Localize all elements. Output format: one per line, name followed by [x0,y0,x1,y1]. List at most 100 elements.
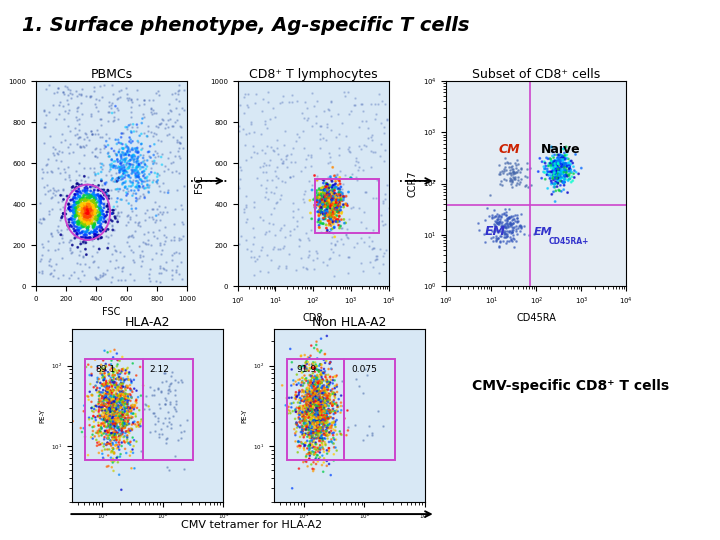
Point [334,427,346,436]
Point [560,170,572,179]
Point [107,206,118,214]
Point [490,233,502,242]
Point [313,429,325,438]
Point [324,393,336,401]
Point [116,394,127,403]
Point [89,231,101,239]
Point [555,170,567,179]
Point [109,428,120,436]
Point [325,387,337,396]
Point [123,394,135,403]
Point [312,395,323,404]
Point [108,392,120,401]
Point [554,168,566,177]
Point [555,174,567,183]
Point [494,220,505,228]
Point [74,211,86,220]
Point [294,363,306,372]
Point [366,147,378,156]
Point [79,184,91,192]
Point [84,209,95,218]
Point [541,168,553,177]
Point [116,403,127,412]
Point [334,179,346,188]
Point [104,219,115,228]
Point [70,210,81,219]
Point [312,402,324,410]
Point [552,157,564,165]
Point [87,210,99,219]
Point [327,218,338,226]
Point [315,197,327,205]
Point [493,218,505,226]
Point [107,370,119,379]
Point [274,245,285,253]
Point [98,204,109,212]
Point [111,396,122,405]
Point [338,201,350,210]
Point [110,405,122,414]
Point [548,157,559,166]
Point [330,192,341,201]
Point [311,376,323,384]
Point [138,96,150,104]
Point [552,168,564,177]
Point [85,215,96,224]
Point [325,203,337,212]
Point [330,199,342,207]
Point [84,212,96,220]
Point [114,157,126,166]
Point [315,206,326,215]
Point [499,205,510,213]
Point [43,210,55,219]
Point [302,430,314,439]
Point [357,267,369,275]
Point [54,215,66,224]
Point [162,188,174,197]
Point [86,130,98,139]
Point [102,394,113,402]
Point [34,218,45,227]
Point [78,222,90,231]
Point [504,166,516,174]
Point [316,373,328,381]
Point [311,422,323,430]
Point [82,200,94,208]
Point [138,172,149,180]
Point [117,170,129,178]
Point [310,196,321,205]
Point [101,266,112,274]
Point [261,160,272,169]
Point [86,371,97,380]
Point [333,395,344,403]
Point [549,159,561,168]
Point [92,215,104,224]
Point [117,264,128,272]
Point [96,410,107,419]
Point [104,347,116,356]
Point [104,416,116,425]
Point [100,400,112,409]
Point [81,210,92,219]
Point [52,198,63,206]
Point [557,154,568,163]
Point [170,400,181,409]
Point [325,227,337,236]
Point [139,160,150,168]
Point [552,153,564,162]
Point [97,356,109,364]
Point [316,409,328,417]
Point [53,163,64,172]
Point [320,427,331,436]
Point [104,383,115,392]
Point [549,164,560,173]
Point [320,389,331,398]
Point [519,181,531,190]
Point [120,375,132,383]
Point [486,211,498,219]
Point [310,374,322,383]
Point [494,170,505,178]
Point [123,162,135,171]
Point [289,394,300,402]
Point [300,409,311,417]
